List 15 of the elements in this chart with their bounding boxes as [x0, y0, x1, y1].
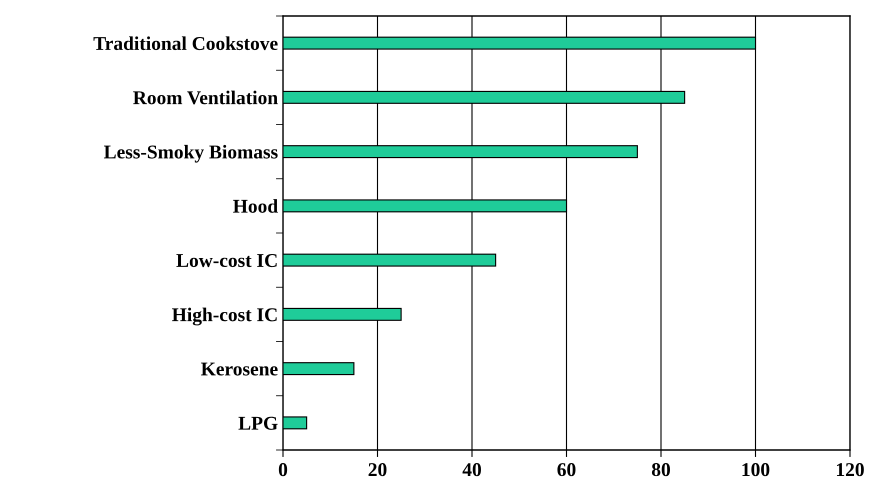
x-tick-label: 20: [368, 463, 386, 476]
x-tick-label: 0: [278, 463, 288, 476]
y-tick-label: Low-cost IC: [176, 254, 277, 268]
x-tick-label: 80: [652, 463, 670, 476]
y-tick-label: Less-Smoky Biomass: [104, 144, 278, 163]
x-tick-label: 100: [742, 463, 770, 476]
y-tick-label: Room Ventilation: [133, 90, 278, 104]
x-tick-label: 120: [836, 463, 864, 476]
x-tick-label: 60: [557, 463, 576, 476]
x-tick-label: 40: [462, 463, 481, 476]
y-tick-label: LPG: [238, 416, 278, 430]
y-tick-label: Traditional Cookstove: [94, 36, 278, 50]
y-tick-label: Kerosene: [201, 362, 278, 376]
y-tick-label: Hood: [233, 199, 278, 213]
y-tick-label: High-cost IC: [172, 308, 277, 326]
